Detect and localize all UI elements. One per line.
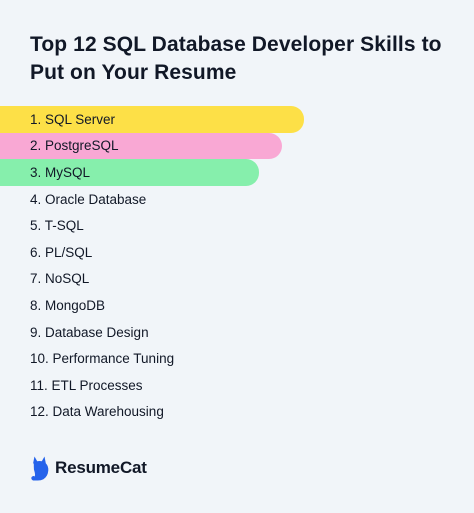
list-item-10: 10. Performance Tuning (30, 351, 175, 367)
skills-list: 1. SQL Server 2. PostgreSQL 3. MySQL 4. … (0, 106, 474, 425)
list-item-4: 4. Oracle Database (30, 191, 147, 207)
list-item-9: 9. Database Design (30, 324, 149, 340)
page-title: Top 12 SQL Database Developer Skills to … (30, 33, 442, 84)
list-item-8: 8. MongoDB (30, 297, 106, 313)
list-item-7: 7. NoSQL (30, 271, 90, 287)
list-item-3: 3. MySQL (0, 159, 259, 186)
cat-icon (30, 455, 52, 481)
brand-logo: ResumeCat (30, 455, 147, 481)
list-item-12: 12. Data Warehousing (30, 404, 164, 420)
brand-name: ResumeCat (55, 458, 147, 477)
list-item-2: 2. PostgreSQL (0, 132, 282, 160)
list-item-11: 11. ETL Processes (30, 377, 143, 393)
list-item-6: 6. PL/SQL (30, 244, 93, 260)
cat-icon-shape (31, 456, 49, 481)
list-item-5: 5. T-SQL (30, 218, 84, 234)
list-item-1: 1. SQL Server (0, 106, 304, 133)
